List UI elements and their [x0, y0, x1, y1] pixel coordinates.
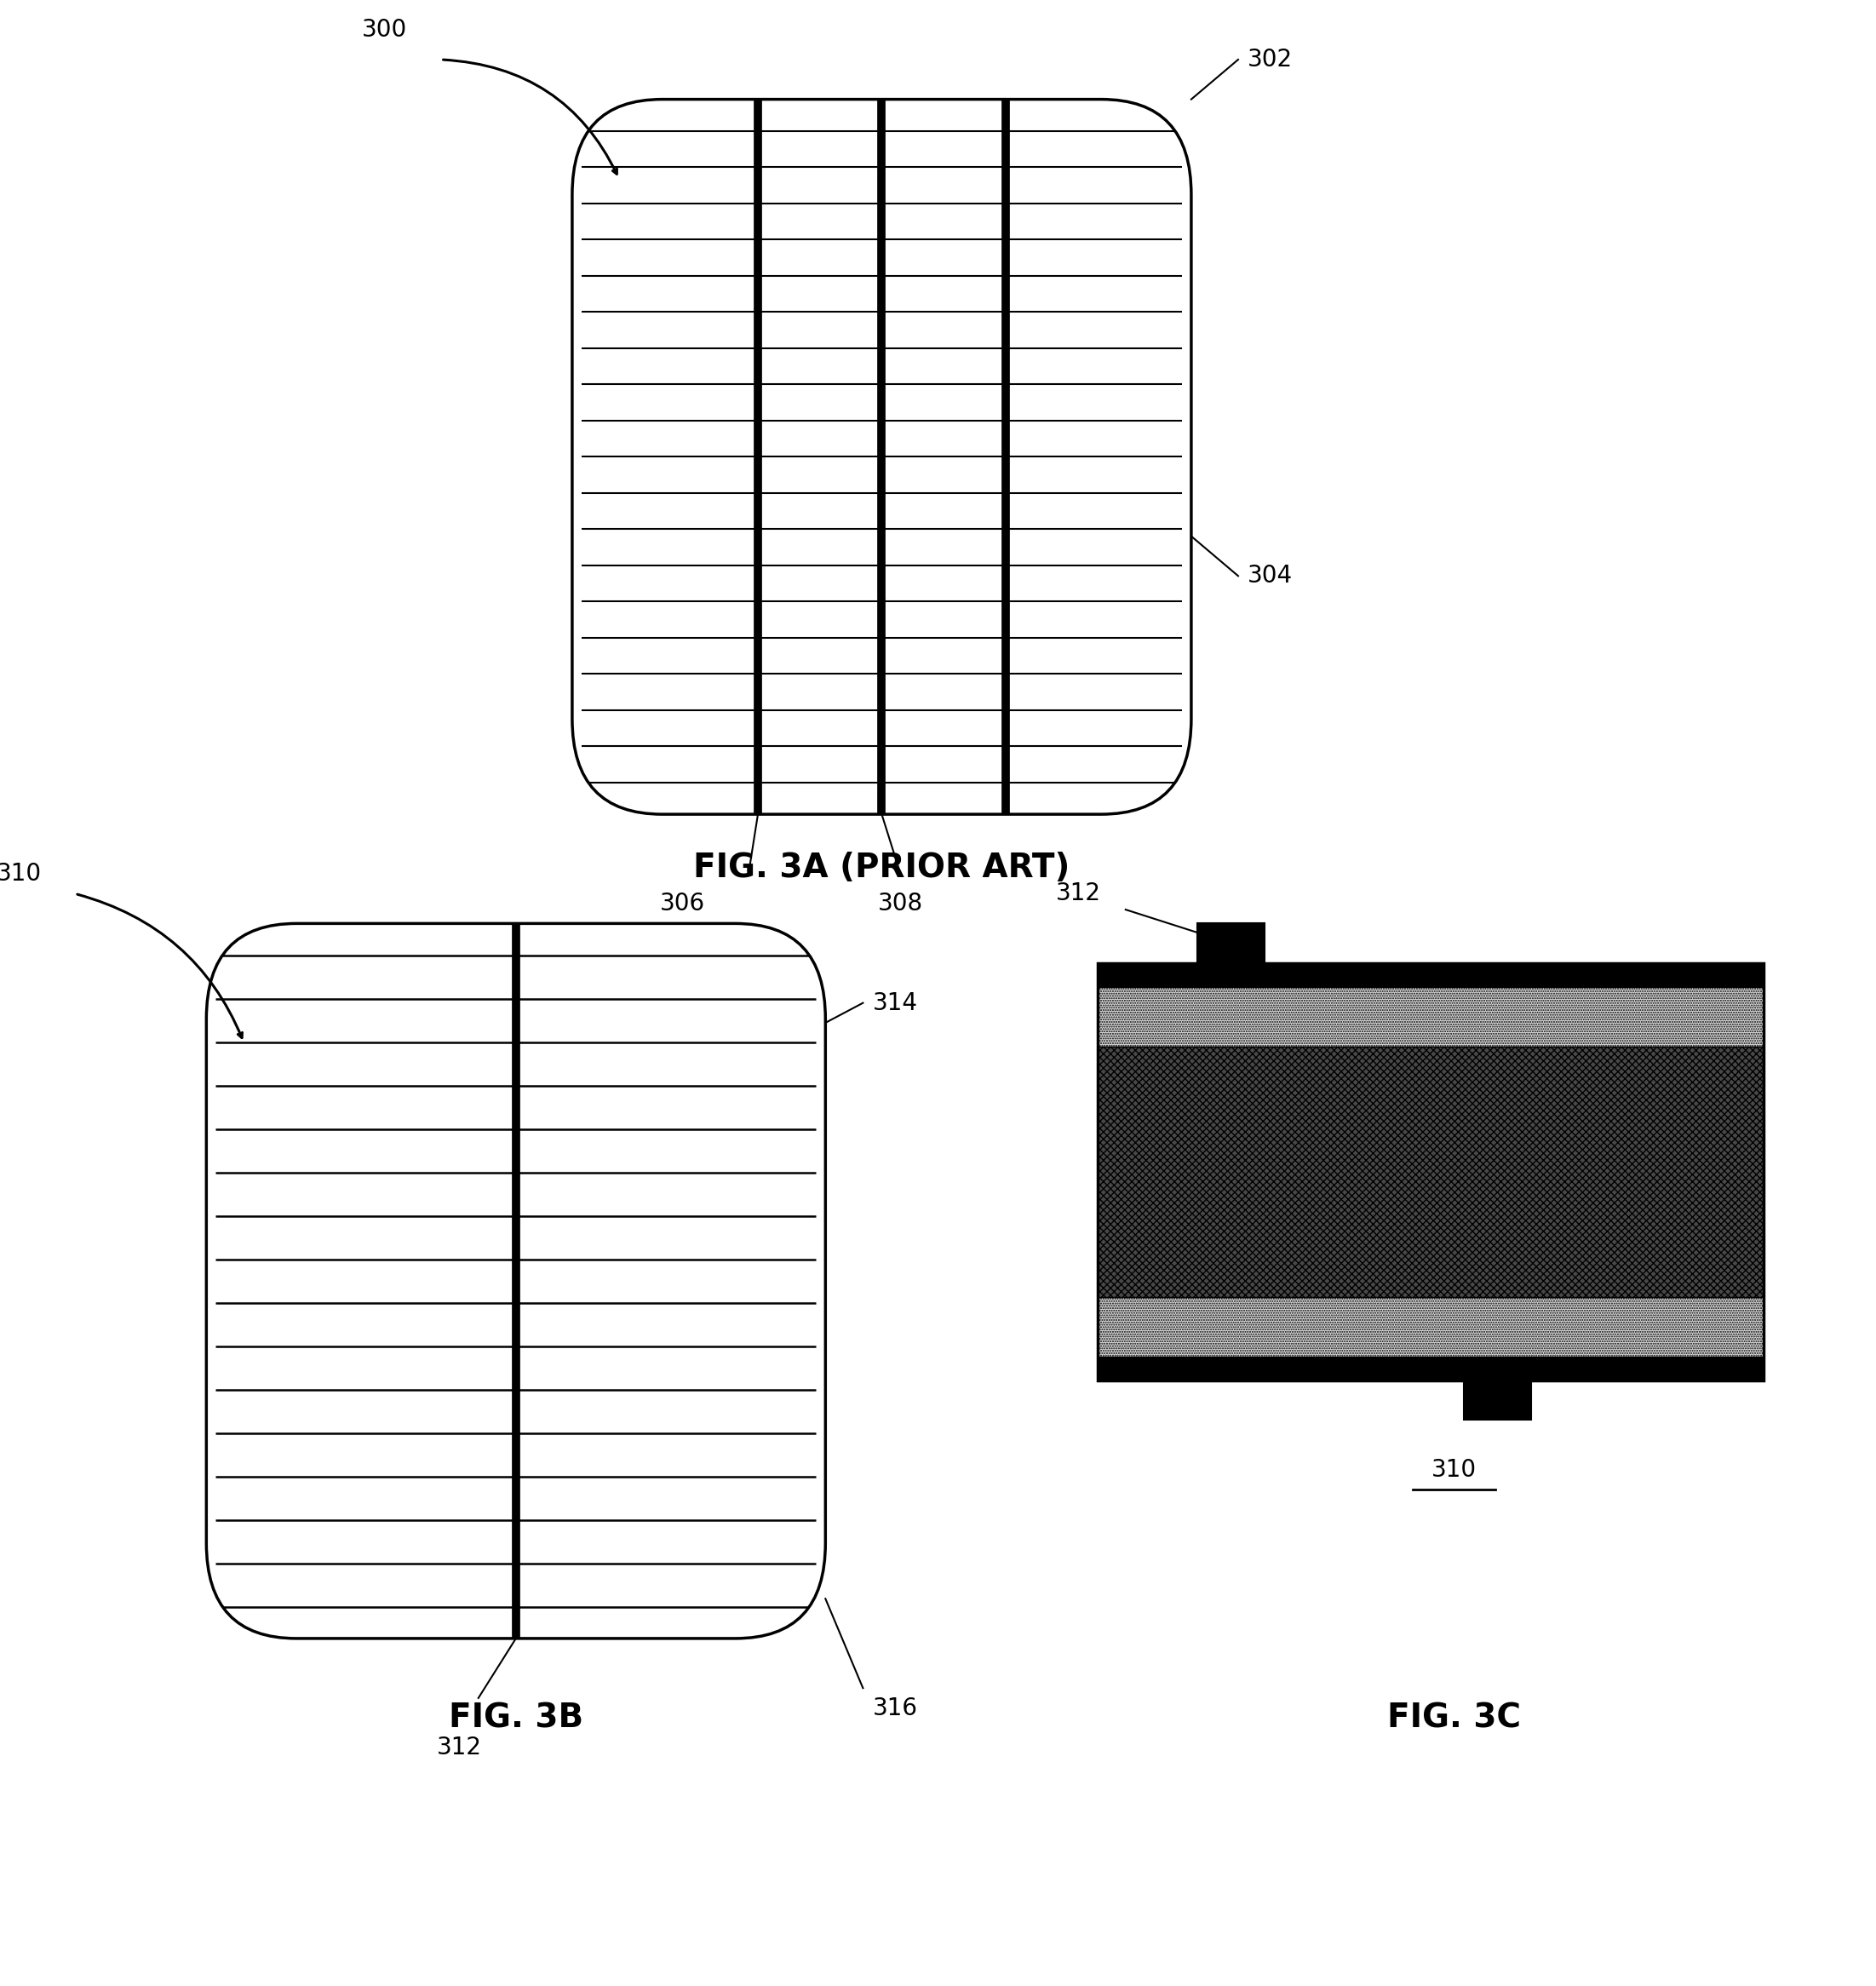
- Text: FIG. 3B: FIG. 3B: [448, 1702, 583, 1734]
- Bar: [1097, 963, 1763, 1380]
- Text: 306: 306: [660, 892, 705, 916]
- Text: 310: 310: [0, 862, 41, 886]
- Bar: [1097, 963, 1763, 1380]
- Bar: [1097, 987, 1763, 1047]
- Text: 316: 316: [872, 1696, 917, 1720]
- Text: 312: 312: [437, 1736, 482, 1760]
- Bar: [1097, 963, 1763, 987]
- Bar: [1463, 1380, 1531, 1420]
- Text: 310: 310: [1431, 1458, 1476, 1482]
- Text: FIG. 3A (PRIOR ART): FIG. 3A (PRIOR ART): [694, 852, 1069, 884]
- FancyBboxPatch shape: [572, 99, 1191, 814]
- Bar: [1097, 1297, 1763, 1356]
- Text: 304: 304: [1248, 564, 1293, 588]
- FancyBboxPatch shape: [206, 923, 825, 1638]
- Text: 300: 300: [362, 18, 407, 42]
- Text: FIG. 3C: FIG. 3C: [1386, 1702, 1521, 1734]
- Text: 312: 312: [1056, 882, 1101, 906]
- Bar: [1097, 1047, 1763, 1297]
- Bar: [1097, 1356, 1763, 1380]
- Text: 302: 302: [1248, 48, 1293, 71]
- Bar: [1197, 923, 1264, 963]
- Text: 314: 314: [872, 991, 917, 1015]
- Text: 308: 308: [878, 892, 923, 916]
